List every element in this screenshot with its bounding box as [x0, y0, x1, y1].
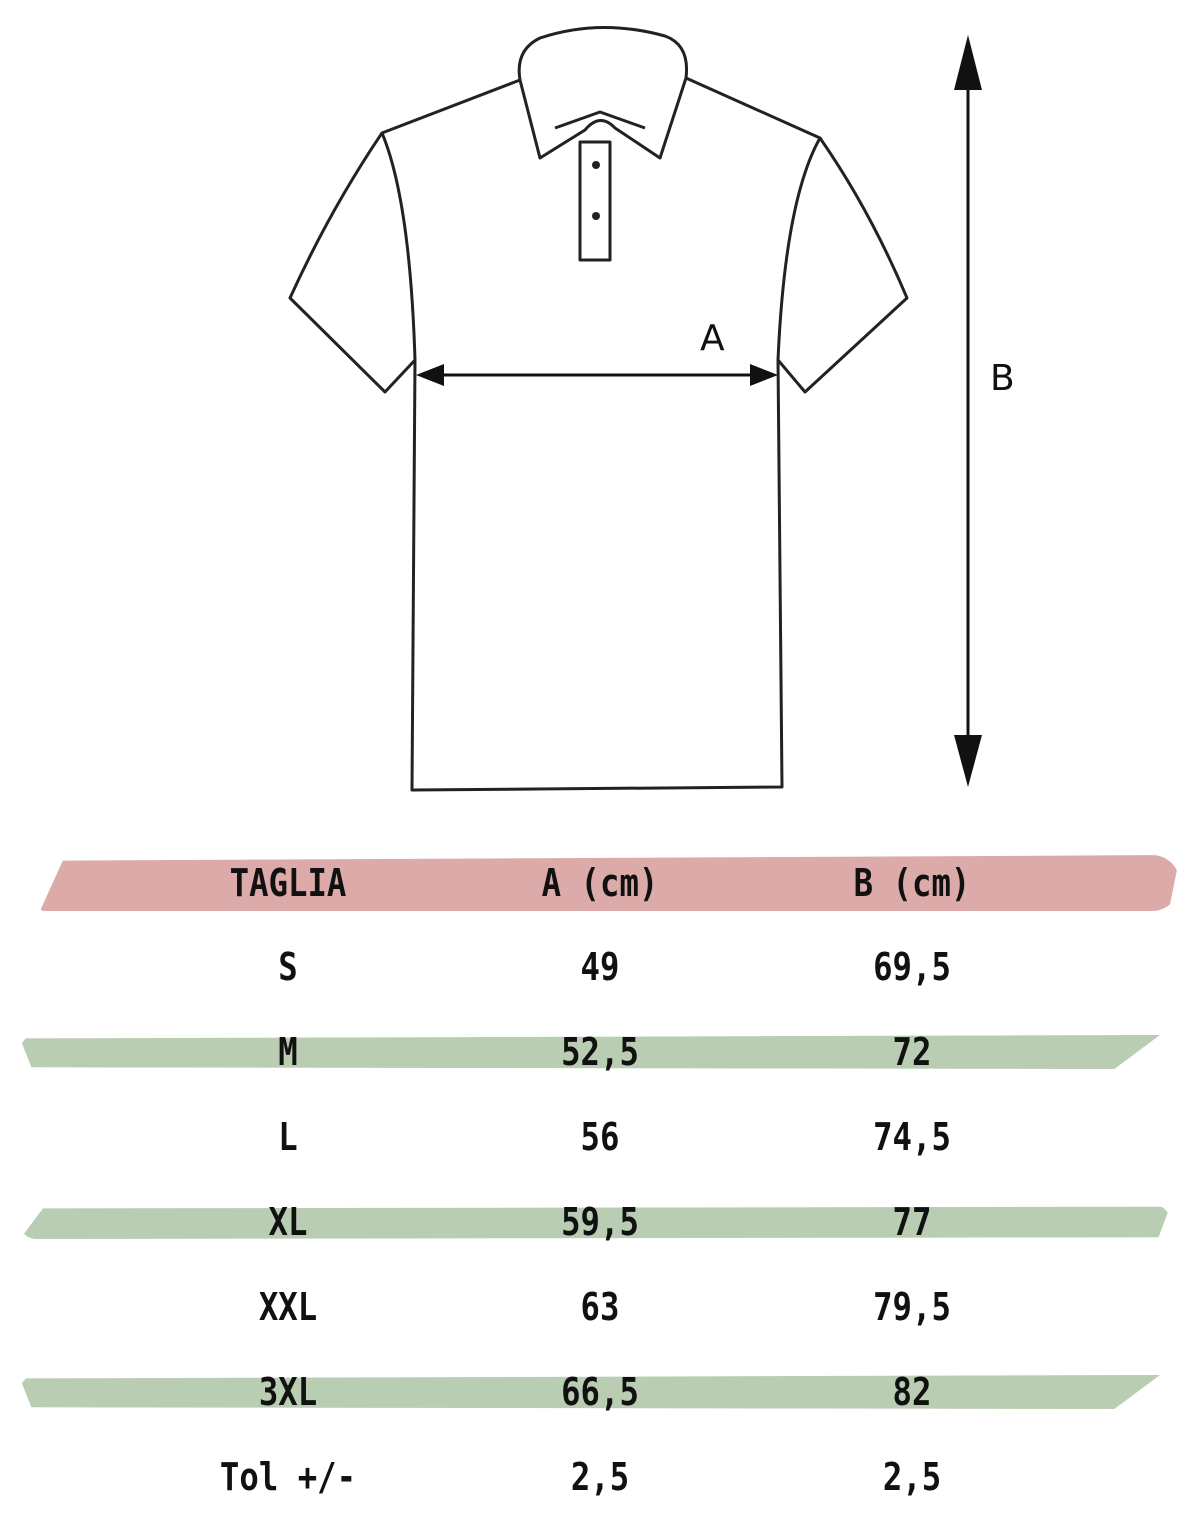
measure-a-label: A — [700, 318, 725, 359]
size-cell: M — [278, 1030, 298, 1074]
table-row: M 52,5 72 — [0, 1022, 1200, 1082]
size-cell: S — [278, 945, 298, 989]
table-row: S 49 69,5 — [0, 937, 1200, 997]
b-value-cell: 82 — [892, 1370, 932, 1414]
placket — [578, 140, 612, 262]
measure-b-label: B — [990, 358, 1015, 399]
b-value-cell: 69,5 — [873, 945, 951, 989]
size-cell: XXL — [258, 1285, 318, 1329]
size-cell: XL — [268, 1200, 308, 1244]
b-value-cell: 72 — [892, 1030, 932, 1074]
header-taglia: TAGLIA — [229, 861, 347, 905]
row-stripe — [20, 1206, 1170, 1239]
table-header: TAGLIA A (cm) B (cm) — [0, 853, 1200, 913]
header-stripe — [40, 855, 1180, 911]
polo-shirt-illustration — [288, 26, 982, 792]
button — [592, 161, 600, 169]
a-value-cell: 66,5 — [561, 1370, 639, 1414]
size-cell: L — [278, 1115, 298, 1159]
header-a: A (cm) — [541, 861, 659, 905]
left-sleeve — [288, 132, 417, 394]
a-value-cell: 63 — [580, 1285, 620, 1329]
table-row: Tol +/- 2,5 2,5 — [0, 1447, 1200, 1507]
table-row: L 56 74,5 — [0, 1107, 1200, 1167]
a-value-cell: 49 — [580, 945, 620, 989]
measure-a-arrow — [416, 364, 778, 386]
b-value-cell: 79,5 — [873, 1285, 951, 1329]
table-row: XXL 63 79,5 — [0, 1277, 1200, 1337]
row-stripe — [20, 1375, 1160, 1409]
a-value-cell: 59,5 — [561, 1200, 639, 1244]
measure-b-arrow — [954, 35, 982, 787]
b-value-cell: 2,5 — [882, 1455, 942, 1499]
right-sleeve — [776, 137, 909, 394]
b-value-cell: 74,5 — [873, 1115, 951, 1159]
a-value-cell: 56 — [580, 1115, 620, 1159]
size-cell: Tol +/- — [219, 1455, 357, 1499]
row-stripe — [20, 1035, 1160, 1069]
b-value-cell: 77 — [892, 1200, 932, 1244]
header-b: B (cm) — [853, 861, 971, 905]
a-value-cell: 2,5 — [570, 1455, 630, 1499]
a-value-cell: 52,5 — [561, 1030, 639, 1074]
collar — [517, 26, 689, 160]
table-row: 3XL 66,5 82 — [0, 1362, 1200, 1422]
size-cell: 3XL — [258, 1370, 318, 1414]
table-row: XL 59,5 77 — [0, 1192, 1200, 1252]
button — [592, 212, 600, 220]
polo-body-outline — [380, 76, 822, 792]
